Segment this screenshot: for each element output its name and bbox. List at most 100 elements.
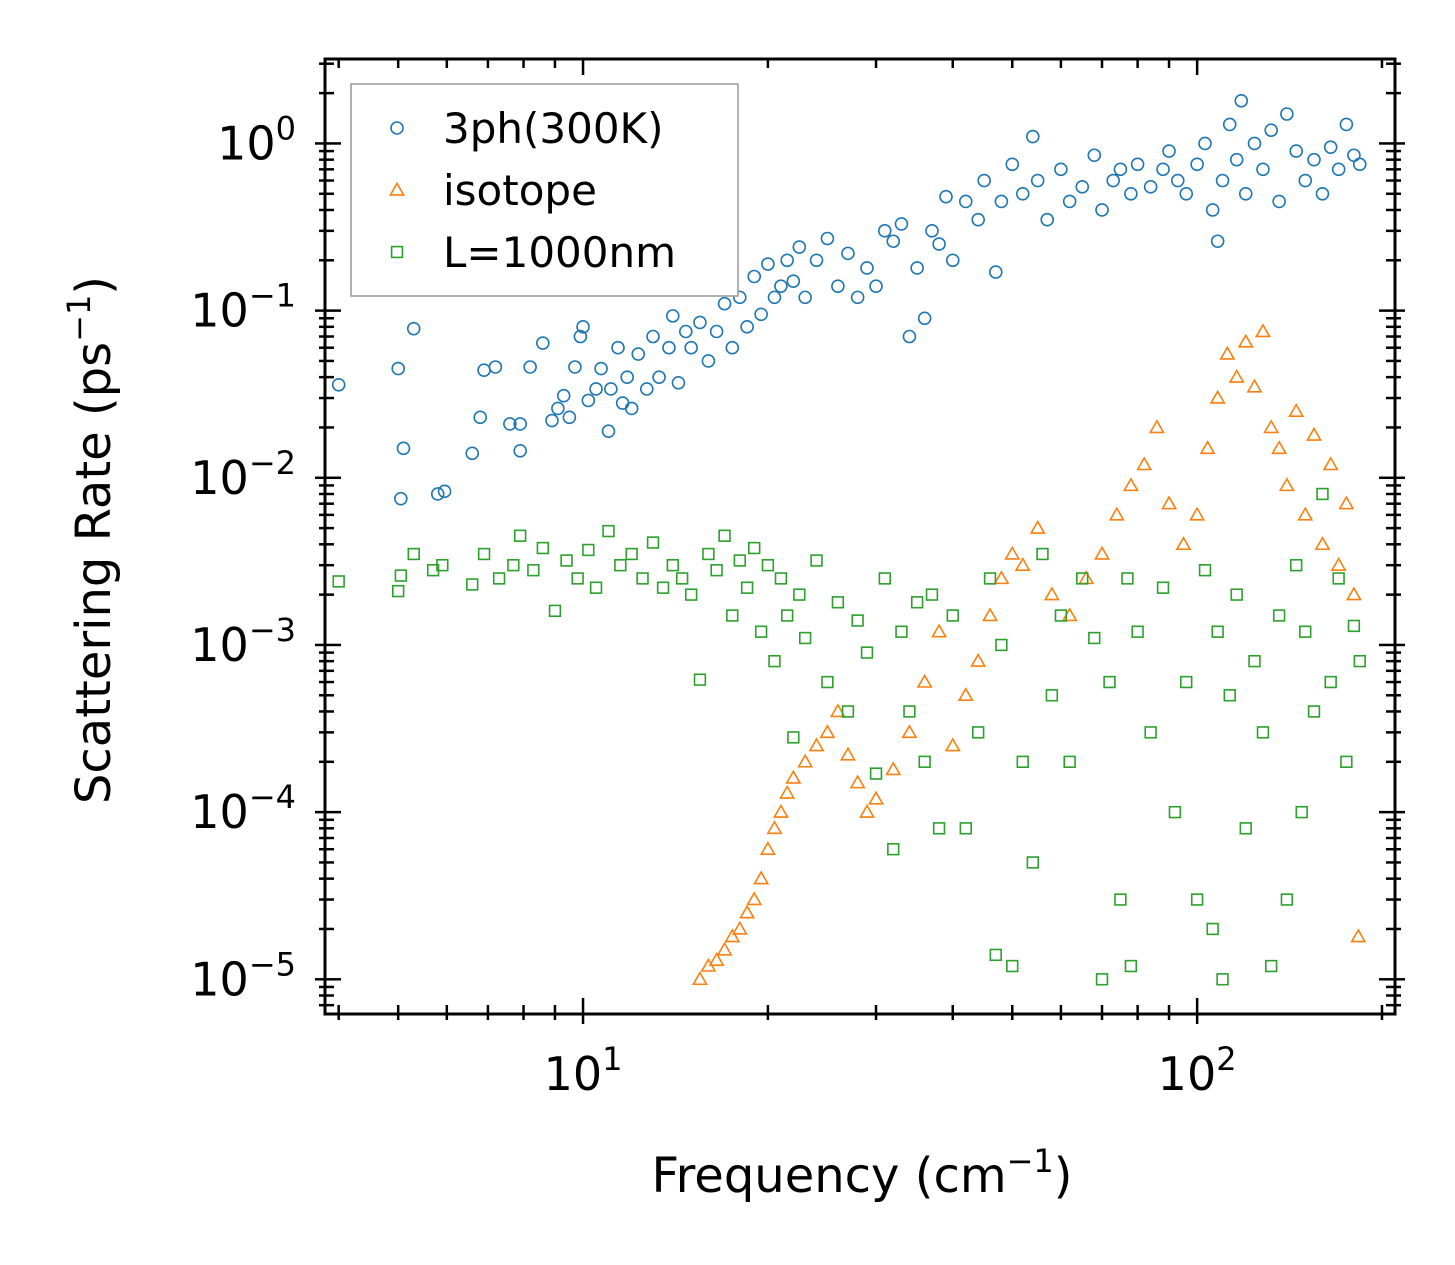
data-point bbox=[932, 237, 946, 251]
data-point bbox=[701, 354, 716, 368]
data-point bbox=[820, 231, 835, 246]
data-point bbox=[1040, 212, 1055, 227]
data-point bbox=[513, 444, 527, 458]
data-point bbox=[851, 614, 864, 627]
data-point bbox=[1168, 805, 1182, 819]
data-point bbox=[625, 547, 638, 561]
data-point bbox=[1234, 93, 1249, 108]
x-axis-label: Frequency (cm−1) bbox=[651, 1142, 1072, 1204]
data-point bbox=[407, 547, 420, 561]
data-point bbox=[1095, 203, 1109, 217]
data-point bbox=[646, 329, 660, 344]
legend-label: L=1000nm bbox=[443, 228, 676, 277]
data-point bbox=[1290, 558, 1303, 572]
data-point bbox=[1247, 136, 1262, 151]
data-point bbox=[1246, 378, 1263, 393]
data-point bbox=[780, 609, 794, 622]
data-point bbox=[1209, 389, 1226, 404]
data-point bbox=[1271, 440, 1288, 455]
data-point bbox=[527, 564, 540, 577]
data-point bbox=[391, 361, 405, 376]
data-point bbox=[983, 572, 997, 585]
data-point bbox=[1323, 140, 1338, 154]
data-point bbox=[747, 269, 762, 284]
data-point bbox=[829, 703, 846, 718]
data-point bbox=[766, 820, 783, 835]
data-point bbox=[931, 623, 948, 638]
data-point bbox=[1103, 675, 1116, 689]
data-point bbox=[1339, 117, 1354, 132]
data-point bbox=[740, 581, 754, 594]
data-point bbox=[1215, 173, 1230, 188]
data-point bbox=[988, 265, 1003, 279]
data-point bbox=[810, 554, 823, 567]
data-point bbox=[957, 687, 974, 702]
data-point bbox=[831, 596, 845, 609]
data-point bbox=[1298, 173, 1313, 188]
data-point bbox=[831, 279, 845, 293]
data-point bbox=[901, 724, 918, 739]
data-point bbox=[925, 588, 939, 601]
data-point bbox=[1256, 162, 1270, 177]
axes: 101 102 100 10−1 10−2 10−3 10−4 10−5 bbox=[190, 57, 1405, 1101]
data-point bbox=[869, 767, 883, 780]
data-point bbox=[1314, 536, 1331, 551]
data-point bbox=[665, 309, 680, 323]
data-point bbox=[1198, 136, 1212, 151]
data-point bbox=[1006, 959, 1019, 973]
data-point bbox=[556, 388, 571, 403]
plot-data-layer bbox=[331, 93, 1367, 986]
data-point bbox=[1144, 726, 1157, 739]
data-point bbox=[1230, 588, 1243, 601]
data-point bbox=[675, 572, 689, 585]
data-point bbox=[1324, 675, 1337, 689]
data-point bbox=[513, 529, 527, 542]
data-point bbox=[666, 558, 679, 572]
data-point bbox=[903, 705, 916, 718]
data-point bbox=[693, 315, 707, 330]
data-point bbox=[1228, 368, 1245, 383]
y-tick-label: 10−1 bbox=[190, 277, 296, 338]
data-point bbox=[601, 424, 616, 438]
data-point bbox=[1106, 173, 1120, 188]
y-tick-label: 10−3 bbox=[190, 611, 296, 672]
data-point bbox=[394, 569, 408, 582]
data-point bbox=[1353, 654, 1366, 668]
data-point bbox=[733, 554, 747, 567]
data-point bbox=[437, 484, 452, 499]
data-point bbox=[1161, 495, 1178, 510]
data-point bbox=[1170, 173, 1185, 188]
data-point bbox=[477, 363, 491, 378]
data-point bbox=[1114, 893, 1127, 906]
data-point bbox=[746, 891, 763, 906]
data-point bbox=[1272, 194, 1286, 209]
data-point bbox=[582, 543, 595, 557]
legend-entry: 3ph(300K) bbox=[390, 104, 663, 153]
data-point bbox=[576, 320, 590, 334]
data-point bbox=[1223, 689, 1236, 702]
data-point bbox=[391, 584, 405, 598]
data-point bbox=[560, 554, 573, 567]
data-point bbox=[993, 570, 1010, 585]
data-point bbox=[808, 737, 825, 752]
data-point bbox=[1136, 456, 1153, 471]
data-point bbox=[1216, 973, 1229, 986]
data-point bbox=[739, 904, 756, 919]
data-point bbox=[678, 324, 693, 339]
data-point bbox=[1143, 180, 1158, 194]
data-point bbox=[939, 189, 953, 204]
data-point bbox=[1280, 893, 1294, 906]
data-point bbox=[1148, 419, 1165, 434]
data-point bbox=[733, 290, 747, 305]
data-point bbox=[523, 360, 537, 374]
data-point bbox=[869, 279, 883, 293]
data-point bbox=[1219, 345, 1236, 360]
legend: 3ph(300K) isotope L=1000nm bbox=[350, 83, 739, 297]
data-point bbox=[1014, 556, 1031, 571]
y-axis-label: Scattering Rate (ps−1) bbox=[60, 276, 122, 804]
data-point bbox=[662, 340, 676, 355]
legend-box bbox=[350, 83, 739, 297]
data-point bbox=[1062, 194, 1077, 209]
data-point bbox=[1297, 506, 1314, 521]
data-point bbox=[1043, 586, 1060, 601]
